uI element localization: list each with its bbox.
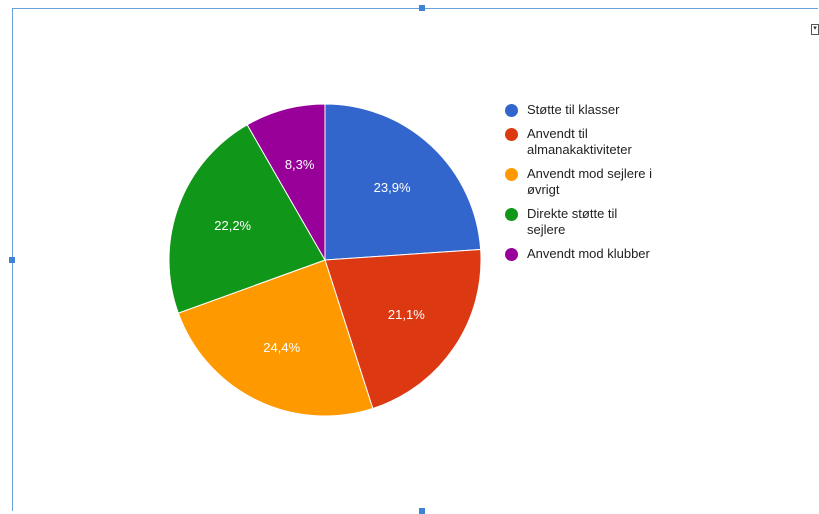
slice-label: 23,9% [374, 180, 411, 195]
legend-item: Anvendt til almanakaktiviteter [505, 126, 685, 158]
pie-slice[interactable] [168, 124, 326, 314]
pie-slice-labels: 23,9% 21,1% 24,4% 22,2% 8,3% [214, 157, 425, 355]
resize-handle-left[interactable] [9, 257, 15, 263]
legend-label-continued: sejlere [527, 222, 566, 237]
pie-slice[interactable] [324, 103, 482, 261]
slice-label: 24,4% [263, 340, 300, 355]
legend-item: Støtte til klasser [505, 102, 685, 118]
pie-slice[interactable] [324, 248, 482, 410]
legend-label: Anvendt mod sejlere i [527, 166, 653, 181]
legend-item: Anvendt mod sejlere i øvrigt [505, 166, 685, 198]
legend-label: Støtte til klasser [527, 102, 620, 117]
legend-swatch [505, 128, 518, 141]
legend-swatch [505, 208, 518, 221]
slice-label: 22,2% [214, 218, 251, 233]
legend-label-continued: almanakaktiviteter [527, 142, 632, 157]
legend-swatch [505, 248, 518, 261]
resize-handle-bottom[interactable] [419, 508, 425, 514]
chart-legend: Støtte til klasser Anvendt til almanakak… [505, 102, 685, 265]
slice-label: 8,3% [285, 157, 315, 172]
legend-label-continued: øvrigt [527, 182, 560, 197]
pie-slice[interactable] [177, 259, 374, 417]
legend-label: Direkte støtte til [527, 206, 618, 221]
legend-label: Anvendt til [527, 126, 588, 141]
legend-swatch [505, 104, 518, 117]
legend-label: Anvendt mod klubber [527, 246, 650, 261]
slice-label: 21,1% [388, 307, 425, 322]
legend-item: Anvendt mod klubber [505, 246, 685, 262]
legend-item: Direkte støtte til sejlere [505, 206, 685, 238]
pie-slice[interactable] [246, 103, 326, 262]
pie-slices [168, 103, 482, 417]
legend-swatch [505, 168, 518, 181]
resize-handle-top[interactable] [419, 5, 425, 11]
